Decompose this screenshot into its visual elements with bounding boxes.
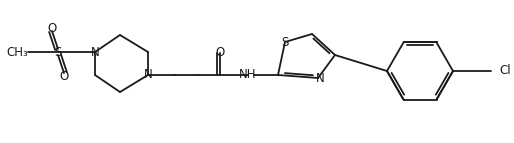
Text: S: S xyxy=(281,35,289,48)
Text: N: N xyxy=(143,68,152,82)
Text: O: O xyxy=(47,21,57,34)
Text: CH₃: CH₃ xyxy=(6,45,28,58)
Text: S: S xyxy=(54,45,62,58)
Text: Cl: Cl xyxy=(499,64,510,78)
Text: N: N xyxy=(316,72,324,85)
Text: O: O xyxy=(60,69,69,83)
Text: O: O xyxy=(215,46,225,59)
Text: N: N xyxy=(90,45,99,58)
Text: NH: NH xyxy=(239,68,257,82)
